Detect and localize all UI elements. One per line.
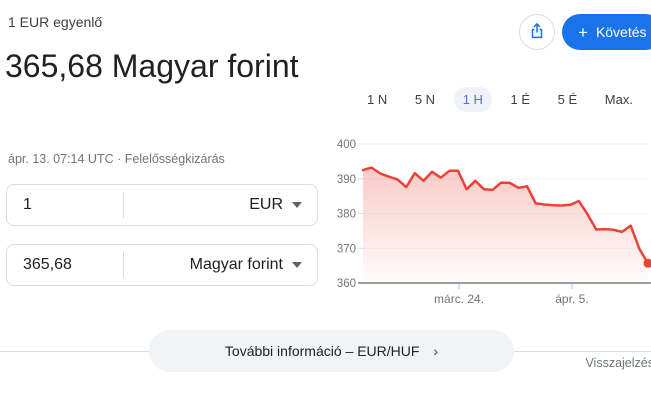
from-currency-select[interactable]: EUR — [124, 185, 317, 225]
to-currency-label: Magyar forint — [189, 256, 283, 273]
exchange-rate-chart[interactable]: 360 370 380 390 400 márc. 24. ápr. 5. — [336, 130, 651, 310]
svg-text:390: 390 — [337, 174, 356, 186]
follow-button[interactable]: + Követés — [562, 14, 651, 50]
svg-text:360: 360 — [337, 278, 356, 290]
svg-text:380: 380 — [337, 209, 356, 221]
svg-text:márc. 24.: márc. 24. — [434, 292, 484, 306]
timestamp-line: ápr. 13. 07:14 UTC · Felelősségkizárás — [8, 152, 225, 166]
to-currency-select[interactable]: Magyar forint — [124, 245, 317, 285]
tab-5e[interactable]: 5 É — [557, 92, 578, 107]
separator-dot: · — [117, 152, 122, 166]
svg-text:400: 400 — [337, 139, 356, 151]
more-info-button[interactable]: További információ – EUR/HUF › — [149, 330, 514, 372]
timestamp: ápr. 13. 07:14 UTC — [8, 152, 114, 166]
chevron-down-icon — [292, 262, 302, 268]
disclaimer-link[interactable]: Felelősségkizárás — [124, 152, 225, 166]
tab-1h-selected[interactable]: 1 H — [453, 87, 492, 112]
to-amount-input[interactable] — [7, 245, 123, 285]
follow-button-label: Követés — [595, 24, 647, 40]
input-divider — [123, 192, 124, 218]
tab-max[interactable]: Max. — [604, 92, 633, 107]
converted-input-row: Magyar forint — [6, 244, 318, 286]
tab-5n[interactable]: 5 N — [414, 92, 436, 107]
amount-input-row: EUR — [6, 184, 318, 226]
tab-1e[interactable]: 1 É — [510, 92, 531, 107]
input-divider — [123, 252, 124, 278]
conversion-result-heading: 365,68 Magyar forint — [5, 48, 299, 84]
share-button[interactable] — [519, 14, 555, 50]
svg-text:370: 370 — [337, 243, 356, 255]
from-currency-label: EUR — [249, 196, 283, 213]
svg-text:ápr. 5.: ápr. 5. — [555, 292, 588, 306]
chevron-right-icon: › — [433, 343, 439, 359]
plus-icon: + — [578, 22, 588, 42]
equals-line: 1 EUR egyenlő — [8, 14, 103, 30]
feedback-link[interactable]: Visszajelzés — [585, 356, 651, 370]
share-upload-icon — [528, 22, 546, 43]
tab-1n[interactable]: 1 N — [367, 92, 388, 107]
from-amount-input[interactable] — [7, 185, 123, 225]
more-info-label: További információ – EUR/HUF — [224, 343, 420, 359]
period-tabs: 1 N 5 N 1 H 1 É 5 É Max. — [358, 87, 642, 112]
chevron-down-icon — [292, 202, 302, 208]
